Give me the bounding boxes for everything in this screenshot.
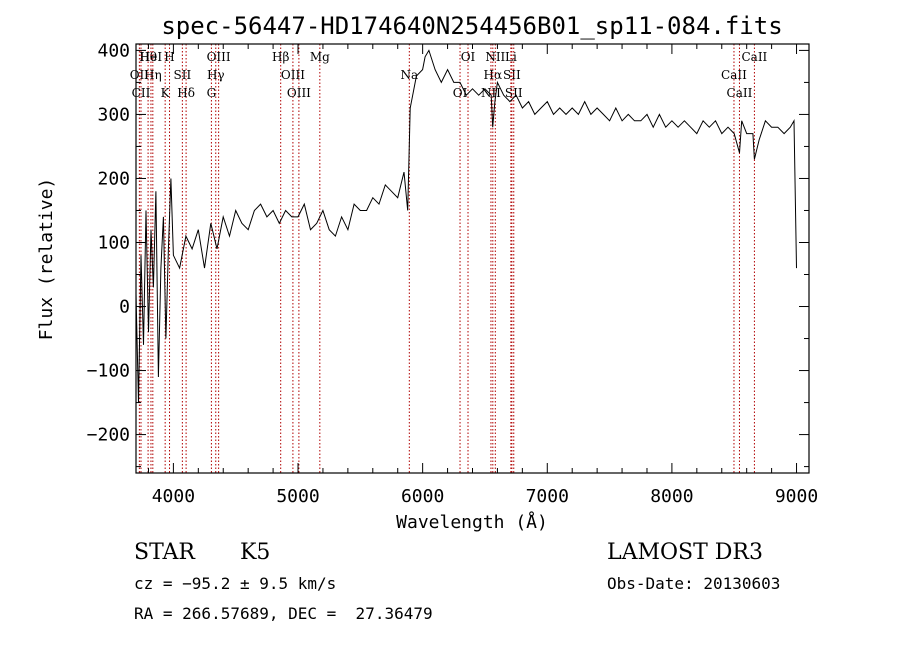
spectral-line-label: SII [503,68,521,82]
spectral-line-label: Hθ [139,50,157,64]
spectral-line-label: K [161,86,171,100]
coordinates: RA = 266.57689, DEC = 27.36479 [134,604,433,623]
spectrum-series [135,49,797,403]
object-class: STAR [134,540,195,565]
spectral-line-label: Na [400,68,418,82]
spectral-line-label: SII [505,86,523,100]
survey-name: LAMOST DR3 [607,540,763,565]
spectrum-line [135,49,797,403]
x-tick-label: 8000 [650,486,693,507]
y-tick-label: 0 [119,297,130,318]
spectral-line-label: CII [132,86,151,100]
spectral-line-label: Hη [144,68,162,82]
spectral-line-label: OII [130,68,150,82]
spectral-line-label: OIII [207,50,231,64]
y-tick-label: −200 [87,425,130,446]
spectral-line-label: H [164,50,174,64]
spectral-line-label: OI [461,50,476,64]
spectral-line-label: Hδ [177,86,195,100]
spectral-line-markers: HθOIICIIHeIHηKHSIIHδOIIIHγGHβOIIIOIIIMgN… [130,44,768,473]
x-axis-label: Wavelength (Å) [396,511,548,533]
spectral-line-label: CaII [721,68,747,82]
x-tick-label: 7000 [526,486,569,507]
object-subclass: K5 [240,540,271,565]
spectral-line-label: Hγ [207,68,225,82]
observation-date: Obs-Date: 20130603 [607,574,781,593]
spectral-line-label: CaII [727,86,753,100]
spectral-line-label: SII [174,68,192,82]
x-tick-label: 6000 [401,486,444,507]
y-tick-label: 200 [97,168,130,189]
spectral-line-label: G [207,86,217,100]
x-tick-label: 4000 [152,486,195,507]
spectral-line-label: NII [485,50,505,64]
spectral-line-label: CaII [741,50,767,64]
redshift-velocity: cz = −95.2 ± 9.5 km/s [134,574,337,593]
spectral-line-label: Hα [484,68,503,82]
spectral-line-label: OIII [287,86,311,100]
axis-ticks: 4000 5000 6000 7000 8000 9000 −200 −100 0 100 200 3… [87,40,819,507]
spectral-line-label: Hβ [272,50,289,64]
y-tick-label: 400 [97,40,130,61]
spectral-line-label: OIII [281,68,305,82]
plot-frame [135,43,810,474]
x-tick-label: 5000 [276,486,319,507]
y-tick-label: 100 [97,232,130,253]
y-tick-label: 300 [97,104,130,125]
x-tick-label: 9000 [775,486,818,507]
chart-title: spec-56447-HD174640N254456B01_sp11-084.f… [161,12,782,40]
y-tick-label: −100 [87,361,130,382]
spectral-line-label: HeI [140,50,163,64]
spectral-line-label: Mg [310,50,330,64]
y-axis-label: Flux (relative) [36,178,57,341]
spectral-line-label: Li [505,50,517,64]
